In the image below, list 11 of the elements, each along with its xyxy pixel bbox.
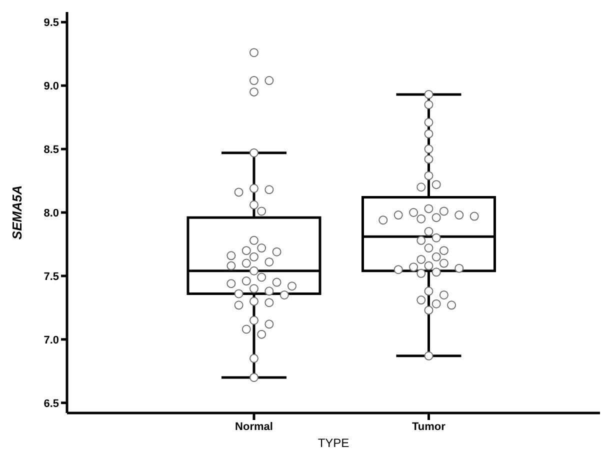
y-tick-label: 9.5 bbox=[44, 17, 59, 30]
y-tick-label: 8.5 bbox=[44, 144, 59, 156]
x-tick-label: Normal bbox=[235, 420, 273, 433]
y-tick-label: 7.5 bbox=[44, 270, 59, 283]
x-tick-label: Tumor bbox=[412, 420, 446, 433]
y-tick-label: 8.0 bbox=[44, 207, 59, 220]
y-axis-title: SEMA5A bbox=[10, 185, 25, 240]
y-tick-label: 9.0 bbox=[44, 80, 59, 93]
y-tick-label: 6.5 bbox=[44, 398, 59, 410]
x-axis-title: TYPE bbox=[318, 436, 350, 450]
y-tick-label: 7.0 bbox=[44, 334, 59, 346]
